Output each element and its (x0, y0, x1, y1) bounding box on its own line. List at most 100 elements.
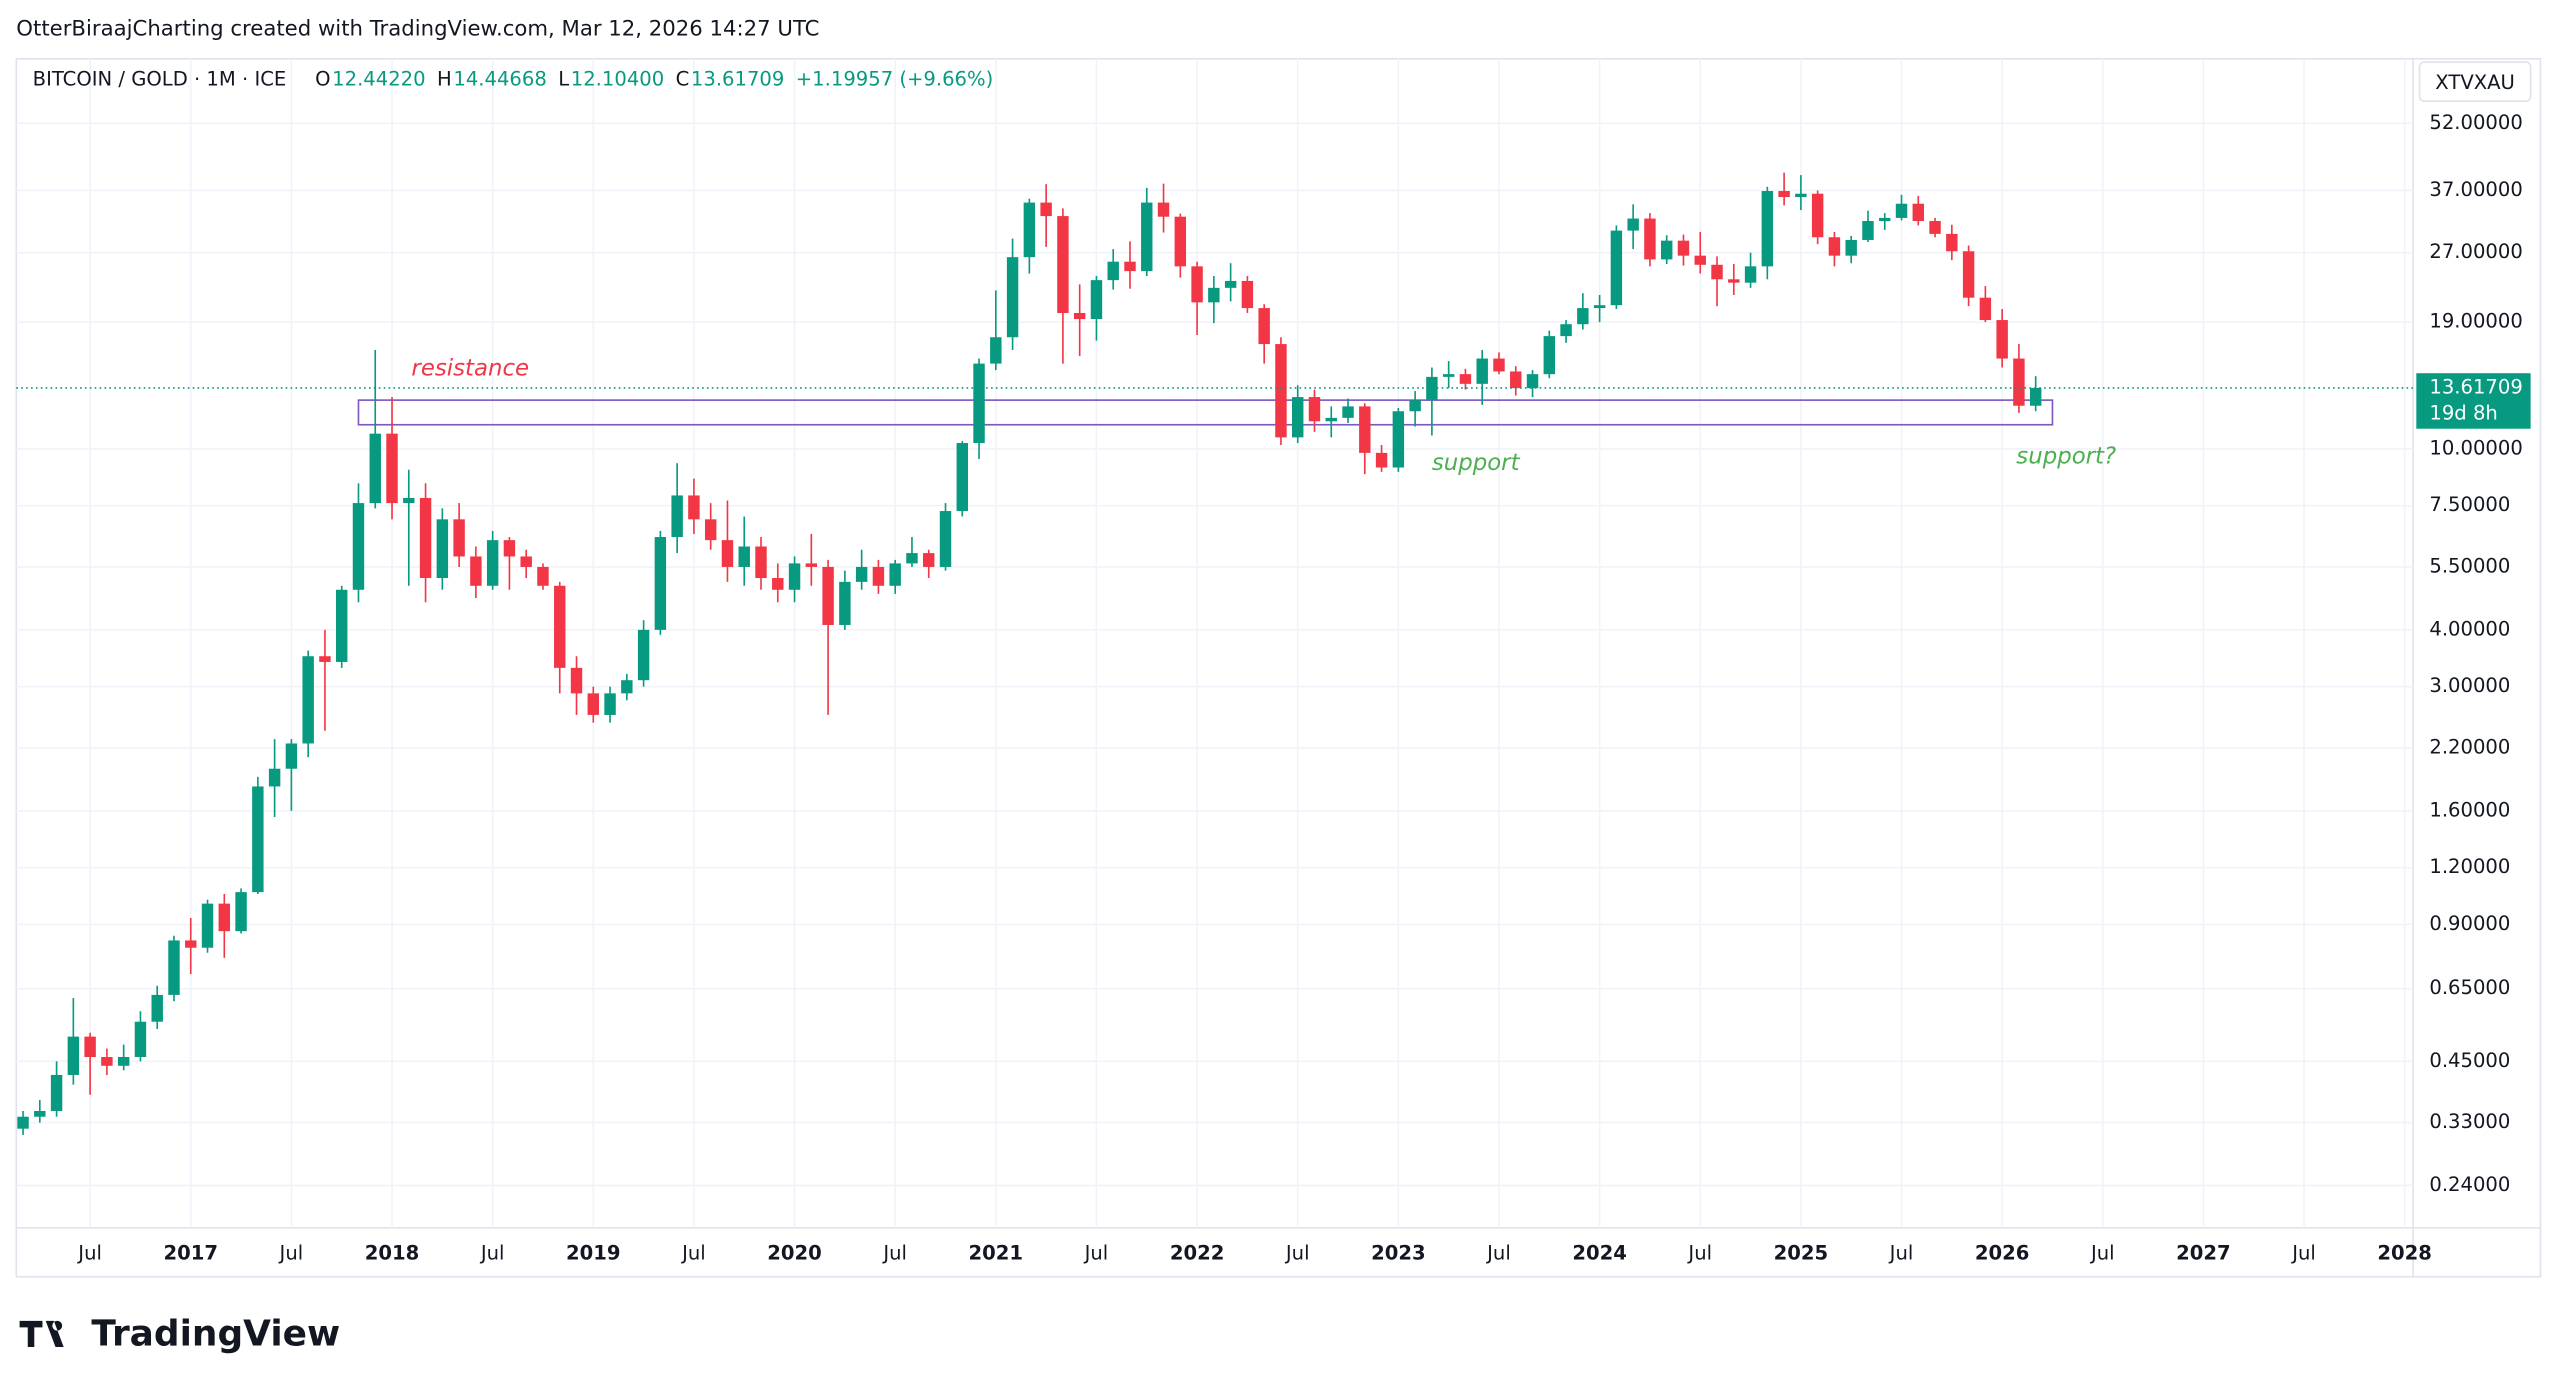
ohlc-key: H (437, 68, 452, 91)
candle-body (1644, 218, 1656, 260)
candle-body (235, 892, 247, 932)
candle-body (17, 1116, 29, 1129)
candle-body (1677, 240, 1690, 256)
zone-layer (357, 399, 2054, 426)
candle-body (1124, 261, 1136, 272)
candle-body (151, 994, 163, 1022)
candle-body (1510, 371, 1522, 389)
countdown-text: 19d 8h (2429, 402, 2497, 425)
x-tick-label: Jul (1888, 1241, 1914, 1264)
logo[interactable]: TradingView (19, 1314, 341, 1355)
candle-body (1023, 202, 1036, 258)
candle-body (134, 1021, 147, 1058)
candle-body (1275, 344, 1287, 438)
candle-body (587, 693, 600, 715)
candle-body (1543, 336, 1556, 375)
candle-body (268, 768, 281, 787)
candle-body (621, 680, 633, 694)
x-tick-label: Jul (1284, 1241, 1310, 1264)
ticker-box[interactable] (2418, 61, 2532, 103)
y-tick-label: 37.00000 (2429, 178, 2522, 201)
x-tick-label: Jul (1485, 1241, 1511, 1264)
candle-body (637, 629, 650, 681)
candle-body (1006, 257, 1019, 338)
candle-body (419, 497, 432, 579)
candle-body (805, 563, 818, 567)
candle-body (1795, 193, 1807, 197)
ohlc-value: 12.10400 (571, 68, 664, 91)
candle-body (352, 503, 365, 590)
candle-body (1577, 308, 1589, 325)
y-tick-label: 52.00000 (2429, 111, 2522, 134)
ohlc-value: 12.44220 (332, 68, 425, 91)
candle-body (302, 656, 314, 744)
candle-body (101, 1057, 113, 1066)
change: +1.19957 (+9.66%) (796, 68, 993, 91)
candle-body (369, 433, 381, 504)
x-tick-label: Jul (278, 1241, 304, 1264)
y-tick-label: 1.20000 (2429, 855, 2510, 878)
candle-body (403, 497, 415, 504)
candle-body (201, 903, 214, 948)
candle-body (453, 519, 465, 557)
ticker[interactable]: XTVXAU (2435, 71, 2515, 94)
x-tick-label: Jul (76, 1241, 102, 1264)
candle-body (1845, 239, 1857, 256)
candle-body (1241, 280, 1254, 309)
candle-body (1526, 374, 1539, 389)
candle-body (1342, 406, 1354, 418)
candle-body (1157, 202, 1170, 217)
candle-body (1208, 287, 1220, 303)
candle-body (285, 743, 298, 769)
x-tick-label: Jul (680, 1241, 706, 1264)
candle-body (721, 540, 734, 567)
candle-body (486, 540, 499, 586)
candle-body (1610, 230, 1623, 306)
x-tick-label: Jul (1083, 1241, 1109, 1264)
candle-body (520, 556, 532, 567)
candle-body (1912, 203, 1924, 222)
candle-body (839, 581, 851, 625)
candle-body (168, 940, 180, 995)
candle-body (1040, 202, 1052, 217)
y-tick-label: 27.00000 (2429, 240, 2522, 263)
last-price-box (2416, 373, 2531, 429)
annotation: resistance (411, 355, 529, 381)
annotation: support? (2016, 444, 2116, 470)
candle-body (503, 540, 516, 557)
resistance-zone (357, 399, 2054, 426)
candle-body (872, 566, 885, 586)
candle-body (1258, 308, 1270, 345)
candle-body (855, 566, 868, 582)
x-tick-label: Jul (1686, 1241, 1712, 1264)
candle-body (67, 1036, 80, 1075)
y-tick-label: 2.20000 (2429, 735, 2510, 758)
candle-body (252, 786, 264, 893)
candle-body (1862, 221, 1874, 240)
chart-frame (15, 57, 2542, 1278)
y-tick-label: 5.50000 (2429, 554, 2510, 577)
y-tick-label: 10.00000 (2429, 436, 2522, 459)
symbol: BITCOIN / GOLD · 1M · ICE (33, 68, 287, 91)
candle-body (654, 537, 667, 630)
candle-body (1308, 397, 1321, 422)
candle-body (604, 693, 616, 715)
x-tick-label: 2019 (566, 1241, 621, 1264)
candle-body (470, 556, 482, 586)
candle-body (1879, 217, 1891, 222)
grid (16, 58, 2414, 1228)
candle-body (1224, 280, 1237, 288)
candle-body (537, 566, 549, 586)
candle-body (2013, 358, 2025, 406)
candle-body (1761, 191, 1774, 267)
candle-body (822, 566, 834, 625)
x-tick-label: 2026 (1975, 1241, 2029, 1264)
ohlc-key: O (315, 68, 330, 91)
y-tick-label: 7.50000 (2429, 493, 2510, 516)
x-tick-label: 2022 (1170, 1241, 1225, 1264)
candle-body (1811, 193, 1824, 238)
candle-body (1962, 251, 1975, 298)
y-tick-label: 0.33000 (2429, 1110, 2510, 1133)
